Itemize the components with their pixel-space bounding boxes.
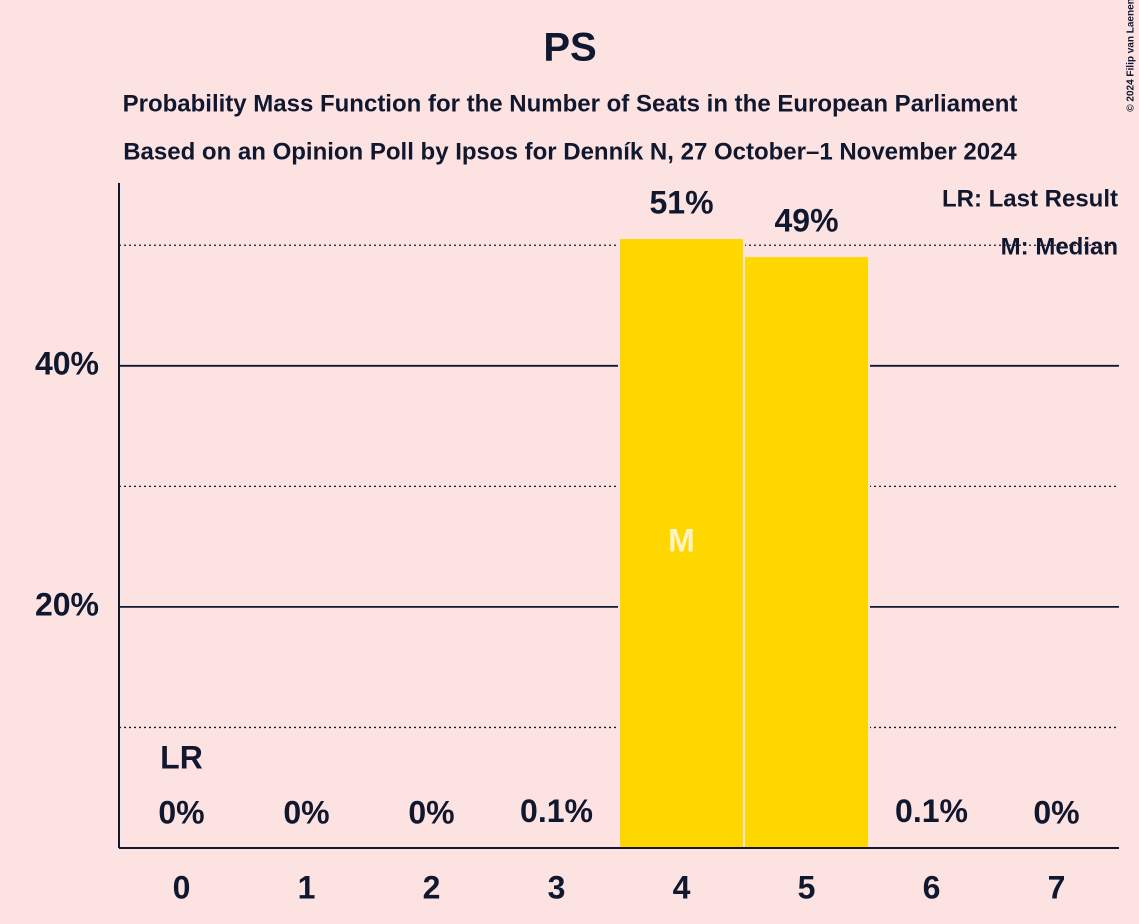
value-label: 49% xyxy=(774,203,838,239)
x-tick-label: 0 xyxy=(173,869,191,905)
value-label: 0% xyxy=(1033,794,1079,830)
x-tick-label: 3 xyxy=(548,869,566,905)
y-tick-label: 40% xyxy=(35,345,99,381)
y-tick-label: 20% xyxy=(35,586,99,622)
x-tick-label: 4 xyxy=(673,869,691,905)
copyright: © 2024 Filip van Laenen xyxy=(1126,0,1137,112)
bar xyxy=(743,255,870,849)
legend-entry: M: Median xyxy=(1001,233,1118,260)
bar xyxy=(618,237,745,850)
median-marker: M xyxy=(668,522,695,558)
subtitle: Based on an Opinion Poll by Ipsos for De… xyxy=(123,138,1017,165)
value-label: 0.1% xyxy=(895,793,968,829)
x-tick-label: 7 xyxy=(1048,869,1066,905)
x-tick-label: 2 xyxy=(423,869,441,905)
x-tick-label: 1 xyxy=(298,869,316,905)
value-label: 0.1% xyxy=(520,793,593,829)
x-tick-label: 5 xyxy=(798,869,816,905)
last-result-marker: LR xyxy=(160,739,203,775)
subtitle: Probability Mass Function for the Number… xyxy=(123,90,1018,117)
value-label: 0% xyxy=(408,794,454,830)
value-label: 51% xyxy=(649,184,713,220)
value-label: 0% xyxy=(158,794,204,830)
x-tick-label: 6 xyxy=(923,869,941,905)
value-label: 0% xyxy=(283,794,329,830)
chart-title: PS xyxy=(543,26,596,70)
legend-entry: LR: Last Result xyxy=(942,185,1118,212)
